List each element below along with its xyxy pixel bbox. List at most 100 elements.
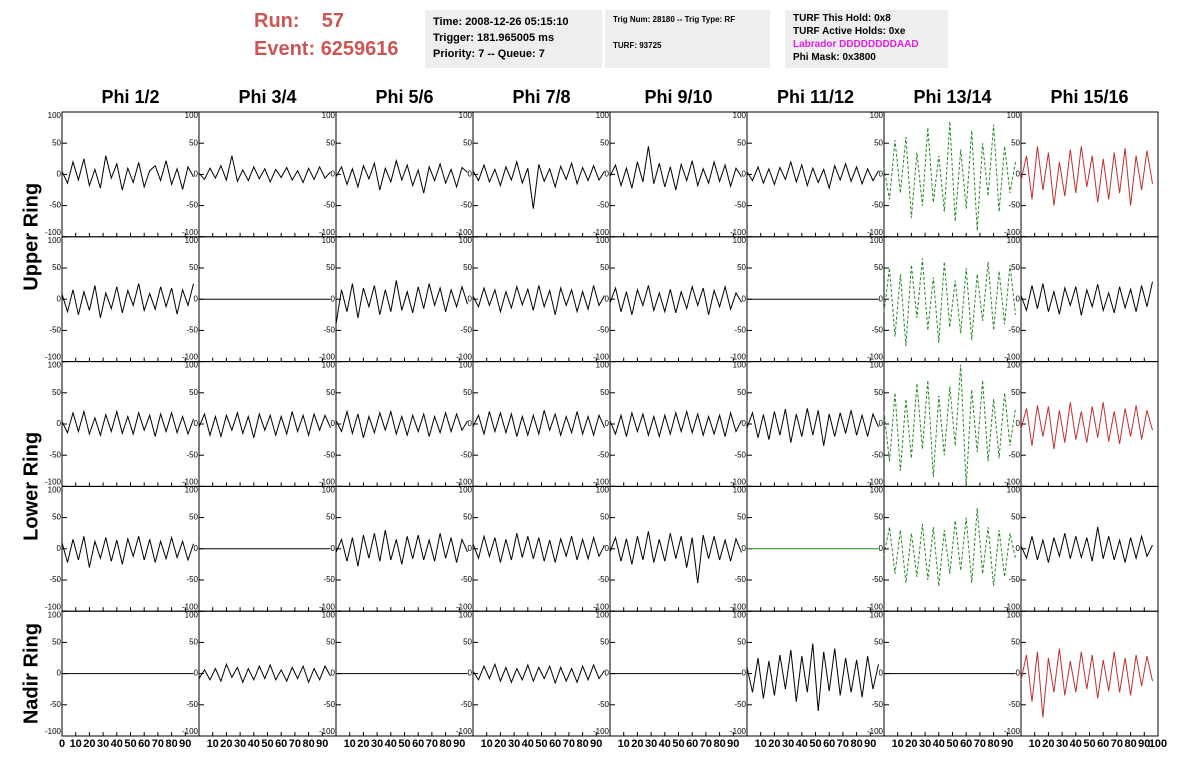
header: Run: 57 Event: 6259616 Time: 2008-12-26 … — [0, 0, 1196, 80]
y-tick-label: 0 — [605, 544, 610, 553]
x-tick-label: 40 — [659, 738, 671, 750]
y-tick-label: -50 — [186, 201, 198, 210]
y-tick-label: 50 — [1011, 263, 1020, 272]
y-tick-label: 100 — [870, 610, 884, 619]
y-tick-label: 0 — [468, 544, 473, 553]
y-tick-label: 0 — [194, 294, 199, 303]
x-tick-label: 60 — [275, 738, 287, 750]
x-tick-label: 40 — [111, 738, 123, 750]
y-tick-label: 0 — [331, 544, 336, 553]
x-tick-label: 60 — [1097, 738, 1109, 750]
y-tick-label: -100 — [45, 602, 62, 611]
y-tick-label: 0 — [331, 669, 336, 678]
y-tick-label: 0 — [879, 419, 884, 428]
y-tick-label: -50 — [186, 700, 198, 709]
y-tick-label: 50 — [600, 263, 609, 272]
x-tick-label: 60 — [549, 738, 561, 750]
y-tick-label: 100 — [322, 236, 336, 245]
y-tick-label: 0 — [742, 669, 747, 678]
x-tick-label: 70 — [563, 738, 575, 750]
waveform — [746, 643, 879, 712]
x-tick-label: 60 — [823, 738, 835, 750]
waveform — [61, 155, 194, 191]
turf-box: TURF This Hold: 0x8 TURF Active Holds: 0… — [785, 10, 948, 68]
y-tick-label: 50 — [189, 513, 198, 522]
x-tick-label: 80 — [987, 738, 999, 750]
event-number: 6259616 — [320, 38, 399, 60]
y-tick-label: 0 — [57, 544, 62, 553]
x-tick-label: 70 — [426, 738, 438, 750]
x-tick-label: 90 — [453, 738, 465, 750]
y-tick-label: 100 — [185, 610, 199, 619]
y-tick-label: 0 — [468, 170, 473, 179]
x-tick-label: 20 — [768, 738, 780, 750]
y-tick-label: -100 — [456, 228, 473, 237]
y-tick-label: 50 — [326, 388, 335, 397]
y-tick-label: -100 — [867, 478, 884, 487]
x-tick-label: 70 — [837, 738, 849, 750]
y-tick-label: 50 — [189, 388, 198, 397]
x-tick-label: 60 — [412, 738, 424, 750]
y-tick-label: 0 — [742, 294, 747, 303]
info: Priority: 7 -- Queue: 7 — [433, 48, 545, 60]
y-tick-label: -100 — [730, 727, 747, 736]
x-tick-label: 90 — [179, 738, 191, 750]
info: TURF: 93725 — [613, 41, 662, 50]
y-tick-label: 0 — [605, 170, 610, 179]
y-tick-label: 100 — [1007, 111, 1021, 120]
y-tick-label: -50 — [1008, 700, 1020, 709]
y-tick-label: 100 — [596, 236, 610, 245]
y-tick-label: 0 — [468, 294, 473, 303]
event: Event: 6259616 — [254, 38, 399, 61]
y-tick-label: 100 — [733, 111, 747, 120]
panel-frame — [335, 361, 474, 487]
y-tick-label: -50 — [323, 450, 335, 459]
x-tick-label: 10 — [618, 738, 630, 750]
y-tick-label: -50 — [460, 700, 472, 709]
x-tick-label: 10 — [755, 738, 767, 750]
x-tick-label: 20 — [357, 738, 369, 750]
waveform — [472, 410, 605, 438]
column-title: Phi 1/2 — [101, 87, 159, 107]
waveform — [609, 284, 742, 315]
y-tick-label: -100 — [1004, 478, 1021, 487]
y-tick-label: 0 — [742, 544, 747, 553]
y-tick-label: -50 — [871, 326, 883, 335]
column-title: Phi 3/4 — [238, 87, 296, 107]
y-tick-label: 50 — [52, 388, 61, 397]
y-tick-label: 100 — [596, 486, 610, 495]
x-tick-label: 80 — [439, 738, 451, 750]
y-tick-label: -50 — [323, 326, 335, 335]
y-tick-label: -50 — [460, 575, 472, 584]
y-tick-label: -100 — [182, 727, 199, 736]
x-tick-label: 30 — [919, 738, 931, 750]
column-title: Phi 7/8 — [512, 87, 570, 107]
y-tick-label: 100 — [596, 111, 610, 120]
y-tick-label: 0 — [194, 544, 199, 553]
y-tick-label: 50 — [189, 638, 198, 647]
x-tick-label: 0 — [59, 738, 65, 750]
y-tick-label: 0 — [879, 544, 884, 553]
waveform — [472, 284, 605, 315]
y-tick-label: 100 — [48, 111, 62, 120]
x-tick-label: 80 — [165, 738, 177, 750]
column-title: Phi 13/14 — [913, 87, 991, 107]
panel-frame — [472, 236, 611, 363]
waveform — [335, 158, 468, 194]
event-label: Event: — [254, 38, 316, 60]
y-tick-label: 0 — [57, 170, 62, 179]
x-tick-label: 20 — [905, 738, 917, 750]
y-tick-label: -100 — [182, 353, 199, 362]
x-tick-label: 80 — [302, 738, 314, 750]
x-tick-label: 70 — [1111, 738, 1123, 750]
y-tick-label: 50 — [737, 138, 746, 147]
y-tick-label: -100 — [730, 228, 747, 237]
x-tick-label: 50 — [946, 738, 958, 750]
y-tick-label: 100 — [322, 361, 336, 370]
trig-box: Trig Num: 28180 -- Trig Type: RF TURF: 9… — [605, 10, 770, 68]
y-tick-label: 0 — [57, 669, 62, 678]
x-tick-label: 40 — [796, 738, 808, 750]
y-tick-label: -50 — [734, 450, 746, 459]
x-tick-label: 60 — [960, 738, 972, 750]
x-tick-label: 40 — [248, 738, 260, 750]
